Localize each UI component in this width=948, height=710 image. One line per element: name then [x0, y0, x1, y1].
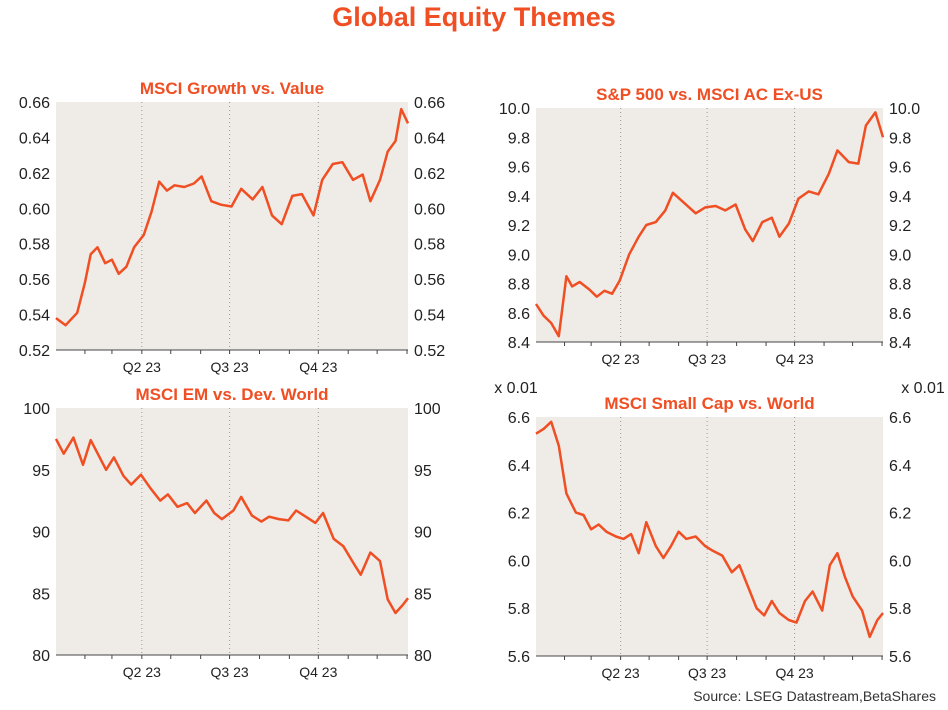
y-tick-label-left: 0.56 [19, 272, 50, 289]
y-tick-label-right: 85 [414, 586, 432, 603]
y-tick-label-left: 9.8 [508, 130, 530, 147]
series-line [534, 111, 885, 338]
y-tick-label-left: 5.8 [508, 601, 530, 618]
chart-title: MSCI Small Cap vs. World [604, 394, 814, 413]
y-tick-label-left: 6.4 [508, 458, 530, 475]
y-tick-label-right: 8.4 [889, 335, 911, 352]
scale-note-right: x 0.01 [901, 380, 945, 397]
y-tick-label-left: 0.64 [19, 130, 50, 147]
y-tick-label-left: 6.6 [508, 410, 530, 427]
y-tick-label-left: 6.0 [508, 553, 530, 570]
x-tick-label: Q4 23 [299, 359, 337, 375]
chart-title: MSCI EM vs. Dev. World [135, 385, 328, 404]
y-tick-label-left: 80 [32, 648, 50, 665]
y-tick-label-right: 100 [414, 401, 441, 418]
plot-area [56, 408, 408, 655]
y-tick-label-right: 9.8 [889, 130, 911, 147]
series-line [55, 107, 410, 327]
x-tick-label: Q2 23 [602, 665, 640, 681]
x-tick-label: Q3 23 [211, 664, 249, 680]
y-tick-label-right: 0.62 [414, 166, 445, 183]
y-tick-label-right: 5.8 [889, 601, 911, 618]
y-tick-label-left: 90 [32, 525, 50, 542]
y-tick-label-right: 90 [414, 525, 432, 542]
x-tick-label: Q2 23 [602, 351, 640, 367]
y-tick-label-left: 8.6 [508, 306, 530, 323]
x-tick-label: Q3 23 [688, 351, 726, 367]
y-tick-label-left: 0.62 [19, 166, 50, 183]
series-line [54, 436, 409, 615]
y-tick-label-left: 0.66 [19, 95, 50, 112]
y-tick-label-right: 95 [414, 463, 432, 480]
y-tick-label-right: 0.56 [414, 272, 445, 289]
y-tick-label-left: 0.60 [19, 201, 50, 218]
plot-area [536, 108, 883, 342]
y-tick-label-right: 5.6 [889, 649, 911, 666]
series-line [535, 420, 884, 639]
y-tick-label-left: 9.6 [508, 160, 530, 177]
x-tick-label: Q4 23 [299, 664, 337, 680]
y-tick-label-right: 6.2 [889, 506, 911, 523]
y-tick-label-right: 0.60 [414, 201, 445, 218]
y-tick-label-right: 6.6 [889, 410, 911, 427]
y-tick-label-right: 6.0 [889, 553, 911, 570]
y-tick-label-left: 0.58 [19, 237, 50, 254]
x-tick-label: Q2 23 [123, 359, 161, 375]
x-tick-label: Q4 23 [776, 665, 814, 681]
source-note: Source: LSEG Datastream,BetaShares [693, 688, 936, 704]
chart-title: S&P 500 vs. MSCI AC Ex-US [596, 85, 823, 104]
y-tick-label-left: 9.4 [508, 189, 530, 206]
y-tick-label-left: 0.52 [19, 343, 50, 360]
y-tick-label-left: 10.0 [499, 101, 530, 118]
y-tick-label-right: 9.4 [889, 189, 911, 206]
y-tick-label-right: 0.52 [414, 343, 445, 360]
y-tick-label-right: 6.4 [889, 458, 911, 475]
y-tick-label-right: 0.58 [414, 237, 445, 254]
y-tick-label-left: 95 [32, 463, 50, 480]
chart-title: MSCI Growth vs. Value [140, 79, 324, 98]
x-tick-label: Q4 23 [776, 351, 814, 367]
y-tick-label-right: 0.54 [414, 308, 445, 325]
y-tick-label-left: 9.2 [508, 218, 530, 235]
y-tick-label-left: 0.54 [19, 308, 50, 325]
x-tick-label: Q3 23 [688, 665, 726, 681]
y-tick-label-left: 9.0 [508, 247, 530, 264]
y-tick-label-right: 9.2 [889, 218, 911, 235]
page-title: Global Equity Themes [332, 2, 616, 32]
y-tick-label-left: 5.6 [508, 649, 530, 666]
y-tick-label-right: 0.66 [414, 95, 445, 112]
plot-area [536, 417, 883, 656]
x-tick-label: Q3 23 [211, 359, 249, 375]
y-tick-label-left: 6.2 [508, 506, 530, 523]
y-tick-label-left: 100 [23, 401, 50, 418]
plot-area [56, 102, 408, 350]
x-tick-label: Q2 23 [123, 664, 161, 680]
y-tick-label-left: 8.8 [508, 277, 530, 294]
y-tick-label-left: 85 [32, 586, 50, 603]
y-tick-label-left: 8.4 [508, 335, 530, 352]
y-tick-label-right: 8.6 [889, 306, 911, 323]
y-tick-label-right: 10.0 [889, 101, 920, 118]
y-tick-label-right: 9.6 [889, 160, 911, 177]
y-tick-label-right: 0.64 [414, 130, 445, 147]
y-tick-label-right: 80 [414, 648, 432, 665]
y-tick-label-right: 9.0 [889, 247, 911, 264]
y-tick-label-right: 8.8 [889, 277, 911, 294]
scale-note-left: x 0.01 [494, 380, 538, 397]
